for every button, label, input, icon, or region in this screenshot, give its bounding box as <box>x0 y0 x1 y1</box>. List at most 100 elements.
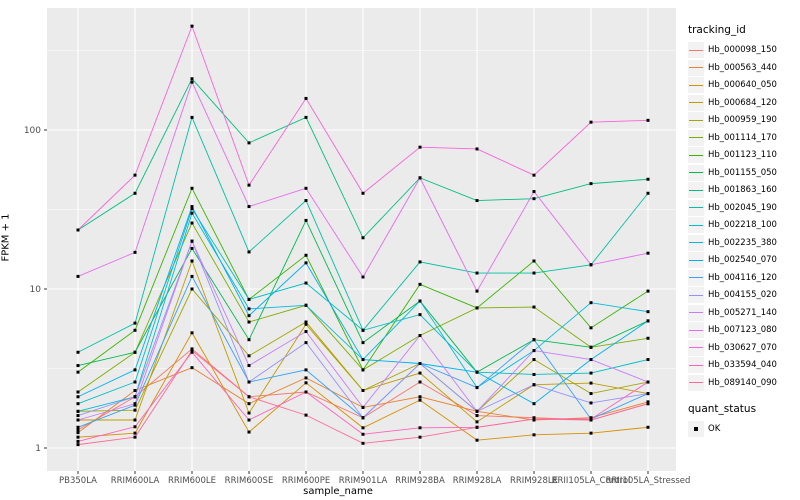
data-point <box>646 336 650 340</box>
tracking-id-legend-items: Hb_000098_150 Hb_000563_440 Hb_000640_050 H… <box>688 42 798 391</box>
data-point <box>532 197 536 201</box>
data-point <box>190 331 194 335</box>
data-point <box>133 408 137 412</box>
x-tick-label: PB350LA <box>59 476 97 486</box>
data-point <box>190 259 194 263</box>
x-tick-label: RRIM928LE <box>510 476 558 486</box>
legend-key-line-icon <box>689 154 703 156</box>
data-point <box>190 239 194 243</box>
data-point <box>133 173 137 177</box>
data-point <box>532 305 536 309</box>
legend-item-Hb_000563_440: Hb_000563_440 <box>688 59 798 76</box>
data-point <box>76 390 80 394</box>
data-point <box>247 430 251 434</box>
data-point <box>418 282 422 286</box>
legend-key-swatch <box>688 59 704 76</box>
data-point <box>361 426 365 430</box>
data-point <box>589 326 593 330</box>
data-point <box>304 115 308 119</box>
legend-key-line-icon <box>689 137 703 139</box>
data-point <box>532 402 536 406</box>
legend-item-label: Hb_001123_110 <box>708 150 777 160</box>
legend-item-label: Hb_005271_140 <box>708 307 777 318</box>
legend-item-Hb_089140_090: Hb_089140_090 <box>688 374 798 391</box>
legend-key-line-icon <box>689 329 703 331</box>
data-point <box>646 289 650 293</box>
x-tick-label: RRIM901LA <box>339 476 388 486</box>
legend-item-label: OK <box>708 423 721 434</box>
data-point <box>304 413 308 417</box>
x-axis-title: sample_name <box>303 486 373 497</box>
data-point <box>190 350 194 354</box>
y-axis-title: FPKM + 1 <box>0 213 12 262</box>
legend-key-line-icon <box>689 364 703 366</box>
data-point <box>475 147 479 151</box>
data-point <box>418 299 422 303</box>
data-point <box>589 263 593 267</box>
legend-item-label: Hb_000563_440 <box>708 62 777 73</box>
data-point <box>589 392 593 396</box>
data-point <box>76 414 80 418</box>
legend-item-Hb_033594_040: Hb_033594_040 <box>688 357 798 373</box>
legend-item-label: Hb_001863_160 <box>708 185 777 195</box>
legend-key-swatch <box>688 129 704 146</box>
data-point <box>361 441 365 445</box>
data-point <box>304 330 308 334</box>
x-tick-label: RRIM600LA <box>111 476 160 486</box>
legend-item-label: Hb_007123_080 <box>708 325 777 335</box>
data-point <box>247 380 251 384</box>
legend-key-swatch <box>688 164 704 181</box>
data-point <box>133 191 137 195</box>
data-point <box>304 368 308 372</box>
data-point <box>76 425 80 429</box>
data-point <box>532 271 536 275</box>
legend-item-label: Hb_030627_070 <box>708 342 777 353</box>
legend-key-line-icon <box>689 277 703 279</box>
legend-item-Hb_002218_100: Hb_002218_100 <box>688 217 798 233</box>
data-point <box>304 322 308 326</box>
legend-key-line-icon <box>689 207 703 209</box>
data-point <box>532 338 536 342</box>
data-point <box>133 431 137 435</box>
data-point <box>418 145 422 149</box>
data-point <box>589 431 593 435</box>
data-point <box>133 368 137 372</box>
quant-status-legend: quant_status OK <box>688 403 798 437</box>
data-point <box>418 395 422 399</box>
data-point <box>133 250 137 254</box>
legend-key-swatch <box>688 304 704 321</box>
legend-key-point-icon <box>694 426 698 431</box>
data-point <box>475 414 479 418</box>
data-point <box>361 416 365 420</box>
data-point <box>418 371 422 375</box>
legend-panel: tracking_id Hb_000098_150 Hb_000563_440 Hb… <box>688 24 798 437</box>
legend-item-label: Hb_000684_120 <box>708 97 777 108</box>
legend-key-line-icon <box>689 259 703 261</box>
legend-key-swatch <box>688 287 704 303</box>
data-point <box>532 190 536 194</box>
data-point <box>646 310 650 314</box>
data-point <box>190 211 194 215</box>
legend-item-label: Hb_033594_040 <box>708 360 777 370</box>
data-point <box>247 402 251 406</box>
data-point <box>418 435 422 439</box>
data-point <box>76 431 80 435</box>
data-point <box>589 401 593 405</box>
legend-key-swatch <box>688 269 704 286</box>
legend-key-line-icon <box>689 347 703 349</box>
legend-key-line-icon <box>689 312 703 314</box>
data-point <box>646 425 650 429</box>
data-point <box>76 418 80 422</box>
legend-key-swatch <box>688 199 704 216</box>
legend-item-label: Hb_002235_380 <box>708 237 777 248</box>
data-point <box>76 364 80 368</box>
data-point <box>361 275 365 279</box>
data-point <box>133 380 137 384</box>
data-point <box>646 319 650 323</box>
data-point <box>304 199 308 203</box>
data-point <box>190 221 194 225</box>
legend-item-Hb_001123_110: Hb_001123_110 <box>688 147 798 163</box>
data-point <box>190 186 194 190</box>
data-point <box>304 376 308 380</box>
